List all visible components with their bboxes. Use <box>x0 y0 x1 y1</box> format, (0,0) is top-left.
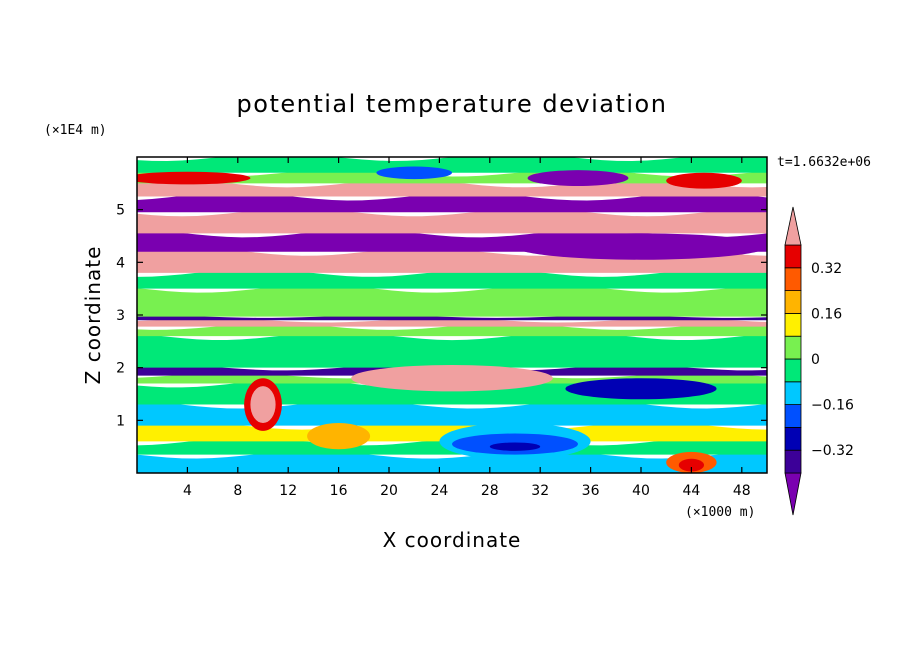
colorbar-segment <box>784 472 802 516</box>
contour-band <box>137 332 767 368</box>
x-tick-label: 8 <box>233 483 242 499</box>
x-tick-label: 32 <box>531 483 549 499</box>
contour-band <box>137 268 767 289</box>
x-tick-label: 20 <box>380 483 398 499</box>
contour-band <box>137 208 767 234</box>
contour-feature <box>666 172 742 189</box>
x-axis: 4 8 12 16 20 24 28 32 36 40 44 48 <box>183 157 751 499</box>
x-tick-label: 12 <box>279 483 297 499</box>
contour-band <box>137 318 767 327</box>
x-tick-label: 16 <box>330 483 348 499</box>
x-tick-label: 36 <box>582 483 600 499</box>
contour-field <box>137 157 767 473</box>
contour-feature <box>351 365 553 392</box>
chart-title: potential temperature deviation <box>237 90 668 118</box>
colorbar-segment <box>784 335 802 360</box>
y-axis: 1 2 3 4 5 <box>116 203 767 429</box>
contour-band <box>137 157 767 173</box>
colorbar-label: 0 <box>811 352 820 368</box>
x-tick-label: 24 <box>430 483 448 499</box>
y-tick-label: 4 <box>116 255 125 271</box>
contour-band <box>137 400 767 426</box>
x-tick-label: 48 <box>733 483 751 499</box>
x-tick-label: 28 <box>481 483 499 499</box>
y-tick-label: 3 <box>116 308 125 324</box>
colorbar-segment <box>784 358 802 383</box>
x-tick-label: 40 <box>632 483 650 499</box>
colorbar-segment <box>784 206 802 246</box>
colorbar-segment <box>784 381 802 405</box>
contour-band <box>137 450 767 473</box>
colorbar-label: −0.16 <box>811 398 854 414</box>
colorbar-segment <box>784 267 802 291</box>
contour-feature <box>527 170 629 186</box>
colorbar-label: 0.32 <box>811 261 842 277</box>
colorbar-segment <box>784 312 802 337</box>
time-label: t=1.6632e+06 <box>777 155 871 170</box>
contour-band <box>137 284 767 317</box>
colorbar-label: 0.16 <box>811 306 842 322</box>
colorbar-segment <box>784 244 802 269</box>
y-tick-label: 2 <box>116 361 125 377</box>
contour-feature <box>565 378 717 400</box>
contour-feature <box>678 458 705 472</box>
contour-feature <box>307 422 371 450</box>
y-unit-label: (×1E4 m) <box>44 123 107 138</box>
y-axis-label: Z coordinate <box>81 246 105 385</box>
colorbar-segment <box>784 290 802 314</box>
colorbar: 0.32 0.16 0 −0.16 −0.32 <box>784 206 854 516</box>
contour-feature <box>376 166 453 180</box>
contour-feature <box>489 442 541 451</box>
x-tick-label: 4 <box>183 483 192 499</box>
contour-feature <box>137 171 251 185</box>
colorbar-segment <box>784 426 802 451</box>
colorbar-label: −0.32 <box>811 443 854 459</box>
contour-feature <box>515 233 767 260</box>
x-tick-label: 44 <box>682 483 700 499</box>
y-tick-label: 1 <box>116 413 125 429</box>
y-tick-label: 5 <box>116 203 125 219</box>
contour-band <box>137 192 767 213</box>
colorbar-segment <box>784 404 802 428</box>
colorbar-segment <box>784 449 802 474</box>
x-axis-label: X coordinate <box>383 528 522 552</box>
x-unit-label: (×1000 m) <box>685 505 755 520</box>
contour-feature <box>250 386 276 423</box>
